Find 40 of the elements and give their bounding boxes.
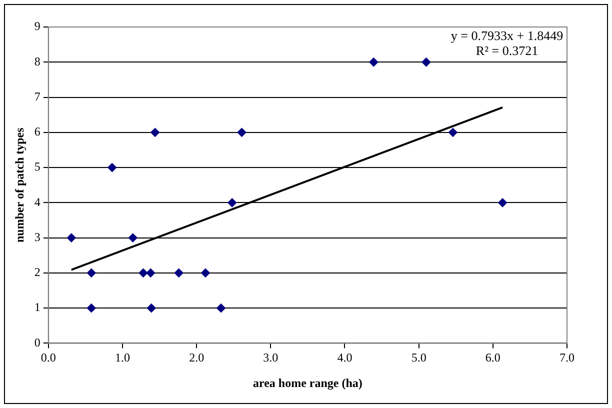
x-tick-label: 4.0 [337, 350, 352, 365]
point [174, 268, 184, 278]
x-tick-label: 0.0 [40, 350, 56, 365]
x-tick-label: 3.0 [263, 350, 278, 365]
point [448, 128, 458, 137]
point [146, 268, 156, 278]
y-tick-label: 4 [34, 194, 40, 209]
y-tick-label: 8 [34, 54, 40, 68]
point [200, 268, 210, 278]
point [146, 304, 156, 313]
y-tick-label: 3 [34, 230, 40, 244]
point [150, 128, 160, 137]
y-tick-label: 2 [34, 265, 40, 280]
point [86, 304, 96, 313]
x-tick-label: 6.0 [485, 350, 500, 365]
point [369, 58, 378, 67]
point [138, 268, 148, 278]
x-tick-label: 7.0 [560, 350, 574, 365]
point [422, 58, 431, 67]
point [237, 128, 246, 137]
y-tick-label: 7 [34, 89, 40, 104]
y-tick-label: 1 [34, 300, 40, 314]
x-tick-label: 1.0 [114, 350, 130, 365]
y-tick-label: 5 [34, 160, 40, 174]
point [228, 198, 237, 208]
annotation: y = 0.7933x + 1.8449 [450, 28, 564, 43]
point [66, 233, 76, 242]
point [498, 198, 508, 208]
point [216, 304, 226, 313]
point [86, 268, 96, 278]
x-tick-label: 2.0 [189, 350, 204, 365]
annotation: R² = 0.3721 [476, 42, 538, 58]
x-tick-label: 5.0 [411, 350, 426, 365]
y-tick-label: 0 [34, 335, 40, 350]
y-axis-title: number of patch types [12, 127, 26, 242]
y-tick-label: 6 [34, 124, 40, 139]
point [128, 233, 138, 242]
y-tick-label: 9 [34, 19, 40, 34]
point [108, 163, 117, 172]
x-axis-title: area home range (ha) [252, 376, 362, 390]
